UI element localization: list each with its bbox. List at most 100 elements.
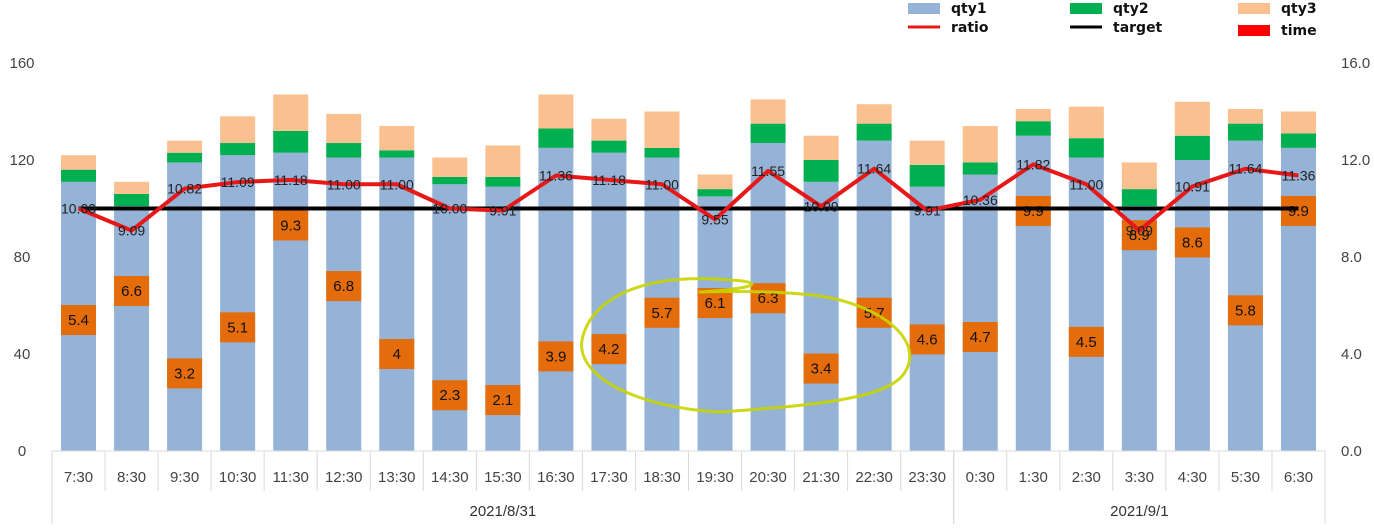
x-tick-label: 15:30 [484, 469, 522, 486]
time-marker [1121, 220, 1157, 251]
qty1-bar [114, 206, 150, 451]
qty2-bar [220, 143, 256, 156]
x-tick-label: 18:30 [643, 469, 681, 486]
ratio-data-label: 10.91 [1175, 178, 1210, 194]
legend-label-qty2: qty2 [1113, 1, 1149, 17]
y-left-tick-label: 40 [14, 346, 31, 363]
qty2-bar [61, 169, 97, 182]
time-data-label: 3.4 [811, 361, 832, 378]
ratio-data-label: 9.91 [489, 203, 516, 219]
qty3-bar [591, 118, 627, 141]
y-right-tick-label: 16.0 [1341, 55, 1370, 72]
time-data-label: 6.3 [758, 290, 779, 307]
x-tick-label: 0:30 [966, 469, 995, 486]
time-data-label: 6.6 [121, 283, 142, 300]
time-marker [61, 305, 97, 336]
ratio-data-label: 10.00 [61, 201, 96, 217]
y-right-tick-label: 12.0 [1341, 152, 1370, 169]
time-data-label: 2.3 [439, 387, 460, 404]
x-tick-label: 23:30 [908, 469, 946, 486]
qty1-bar [379, 157, 415, 451]
qty2-bar [750, 123, 786, 144]
qty2-bar [379, 150, 415, 158]
qty3-bar [1280, 111, 1316, 134]
ratio-data-label: 11.00 [1069, 176, 1103, 192]
x-tick-label: 12:30 [325, 469, 363, 486]
legend-swatch-qty3 [1238, 3, 1270, 14]
qty1-bar [1174, 160, 1210, 451]
x-tick-label: 13:30 [378, 469, 416, 486]
qty1-bar [273, 152, 309, 451]
x-group-label: 2021/9/1 [1110, 503, 1168, 520]
qty2-bar [803, 160, 839, 182]
x-tick-label: 10:30 [219, 469, 257, 486]
x-tick-label: 11:30 [272, 469, 308, 486]
ratio-data-label: 10.82 [167, 181, 202, 197]
legend-label-ratio: ratio [951, 20, 989, 36]
time-data-label: 3.2 [174, 365, 195, 382]
time-marker [273, 210, 309, 241]
qty3-bar [697, 174, 733, 190]
legend-label-qty1: qty1 [951, 1, 987, 17]
qty2-bar [1280, 133, 1316, 148]
qty1-bar [962, 174, 998, 452]
time-data-label: 4.7 [970, 329, 991, 346]
qty2-bar [326, 143, 362, 158]
time-marker [750, 283, 786, 314]
time-marker [114, 275, 150, 306]
time-marker [909, 324, 945, 355]
qty1-bar [697, 196, 733, 451]
time-data-label: 5.1 [227, 319, 248, 336]
y-right-tick-label: 0.0 [1341, 443, 1362, 460]
ratio-data-label: 11.82 [1016, 156, 1050, 172]
x-tick-label: 14:30 [431, 469, 469, 486]
qty2-bar [962, 162, 998, 175]
time-data-label: 4 [393, 346, 401, 363]
qty2-bar [114, 193, 150, 207]
x-tick-label: 4:30 [1178, 469, 1207, 486]
legend-label-time: time [1281, 23, 1317, 39]
qty3-bar [432, 157, 468, 177]
qty3-bar [273, 94, 309, 131]
x-tick-label: 17:30 [590, 469, 628, 486]
time-marker [538, 341, 574, 372]
time-marker [1227, 295, 1263, 326]
qty1-bar [1280, 147, 1316, 451]
qty3-bar [220, 116, 256, 144]
ratio-data-label: 9.09 [118, 223, 145, 239]
qty2-bar [1227, 123, 1263, 141]
qty2-bar [856, 123, 892, 141]
qty2-bar [909, 164, 945, 187]
qty3-bar [1068, 106, 1104, 139]
time-marker [1015, 195, 1051, 226]
y-left-tick-label: 120 [9, 152, 34, 169]
time-data-label: 2.1 [492, 392, 513, 409]
legend-swatch-qty1 [908, 3, 940, 14]
qty2-bar [1121, 189, 1157, 207]
time-marker [220, 312, 256, 343]
qty3-bar [538, 94, 574, 129]
qty2-bar [485, 176, 521, 187]
qty3-bar [1174, 101, 1210, 136]
ratio-data-label: 11.55 [751, 163, 785, 179]
x-tick-label: 19:30 [696, 469, 734, 486]
ratio-data-label: 11.18 [274, 172, 308, 188]
time-data-label: 4.6 [917, 331, 938, 348]
time-marker [167, 358, 203, 389]
time-marker [485, 385, 521, 416]
ratio-data-label: 11.36 [539, 168, 573, 184]
qty3-bar [856, 104, 892, 124]
qty3-bar [114, 181, 150, 194]
qty2-bar [1068, 138, 1104, 158]
y-right-tick-label: 8.0 [1341, 249, 1362, 266]
qty3-bar [962, 126, 998, 163]
time-data-label: 5.4 [68, 312, 89, 329]
qty3-bar [326, 113, 362, 144]
qty1-bar [432, 184, 468, 451]
x-tick-label: 9:30 [170, 469, 199, 486]
time-marker [379, 339, 415, 369]
time-data-label: 3.9 [545, 348, 566, 365]
y-axis-left: 0 40 80 120 160 [9, 55, 34, 460]
time-data-label: 4.2 [599, 341, 620, 358]
ratio-data-label: 11.36 [1281, 168, 1315, 184]
